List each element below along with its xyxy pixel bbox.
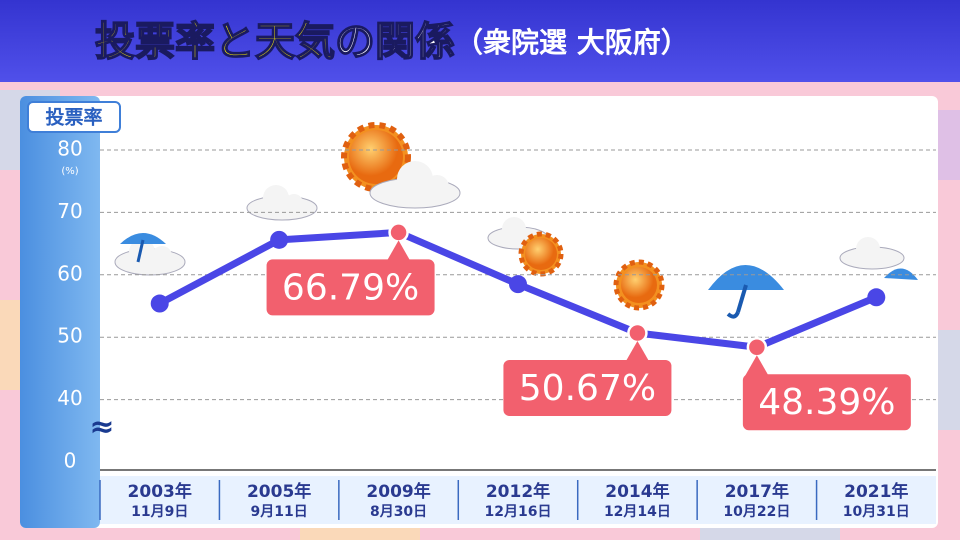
- value-label: 50.67%: [519, 368, 656, 409]
- x-tick-date: 10月22日: [723, 504, 790, 520]
- point: [746, 336, 768, 358]
- point: [270, 230, 289, 249]
- y-axis-strip: [20, 96, 100, 528]
- category-strip: [100, 476, 936, 524]
- x-tick-label: 2012年: [486, 481, 550, 502]
- value-label: 48.39%: [758, 382, 895, 423]
- x-tick-date: 9月11日: [251, 504, 308, 520]
- x-tick-date: 10月31日: [843, 504, 910, 520]
- label-pointer: [625, 341, 650, 363]
- point: [509, 275, 527, 294]
- x-tick-date: 8月30日: [370, 504, 427, 520]
- title-rest: の関係: [335, 19, 455, 65]
- label-pointer: [744, 355, 769, 377]
- y-tick-label: 60: [57, 261, 82, 285]
- y-label-box: [27, 101, 121, 133]
- x-tick-date: 12月16日: [485, 504, 552, 520]
- point: [627, 322, 648, 344]
- point: [388, 222, 409, 243]
- label-box: [503, 360, 672, 417]
- y-tick-label: 70: [57, 199, 82, 223]
- point: [867, 288, 886, 307]
- header-band: [0, 0, 960, 82]
- x-tick-label: 2021年: [844, 481, 908, 502]
- y-tick-label: 80: [57, 137, 82, 161]
- x-tick-date: 12月14日: [604, 504, 671, 520]
- x-tick-label: 2014年: [605, 481, 669, 502]
- y-unit: (%): [61, 166, 78, 177]
- point: [150, 294, 169, 313]
- y-tick-label: 0: [64, 449, 77, 473]
- x-tick-date: 11月9日: [131, 504, 188, 520]
- y-tick-label: 40: [57, 386, 82, 410]
- label-box: [266, 259, 435, 316]
- weather-icons: [114, 122, 918, 319]
- title-highlight: 投票率と天気: [95, 19, 335, 65]
- y-axis-label: 投票率: [45, 106, 102, 129]
- label-pointer: [386, 240, 411, 262]
- y-tick-label: 50: [57, 324, 82, 348]
- x-tick-label: 2009年: [366, 481, 430, 502]
- label-box: [742, 374, 911, 431]
- axis-break: ≈: [89, 410, 114, 445]
- x-tick-label: 2003年: [128, 481, 192, 502]
- value-label: 66.79%: [282, 267, 419, 308]
- x-tick-label: 2017年: [725, 481, 789, 502]
- x-tick-label: 2005年: [247, 481, 311, 502]
- subtitle: （衆院選 大阪府）: [455, 26, 689, 59]
- title: 投票率と天気の関係（衆院選 大阪府）: [95, 19, 689, 65]
